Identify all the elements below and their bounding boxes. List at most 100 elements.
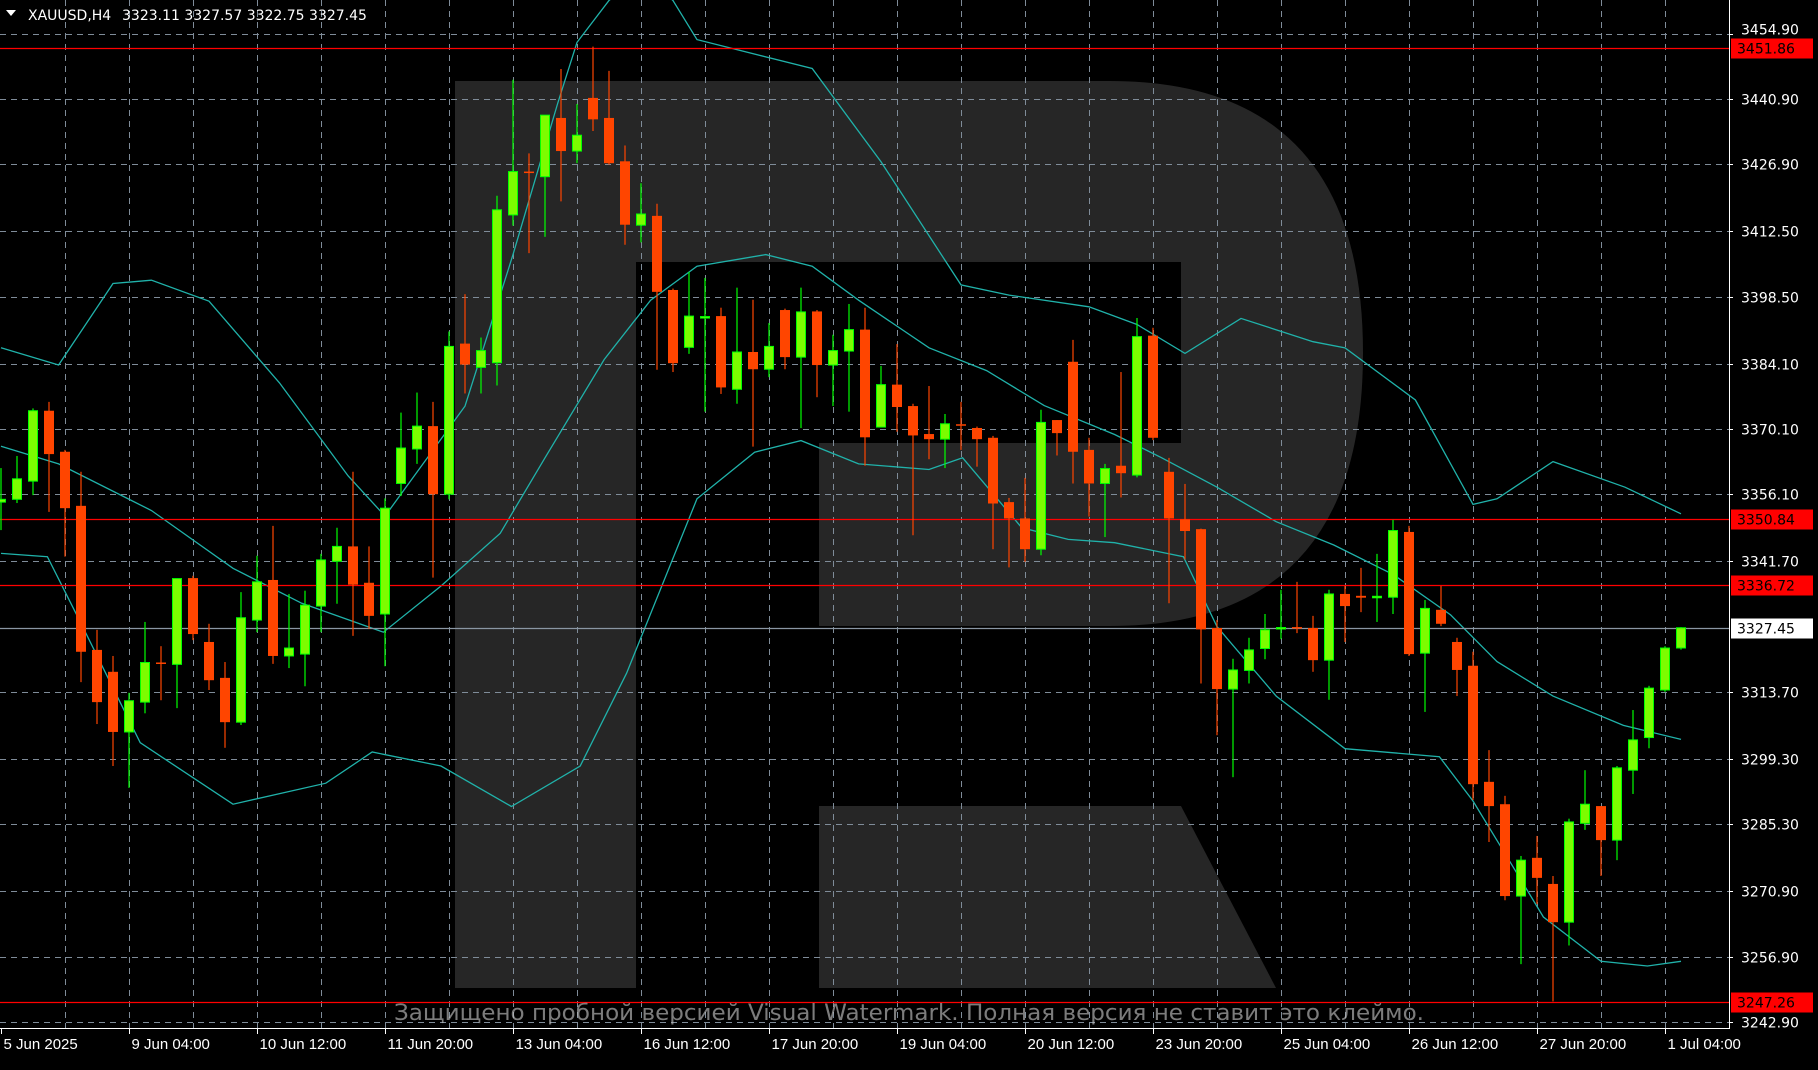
candle-body: [924, 434, 934, 440]
candle-body: [1164, 471, 1174, 519]
candle-body: [236, 617, 246, 723]
candle-body: [1420, 607, 1430, 654]
x-tick-label: 11 Jun 20:00: [388, 1036, 474, 1053]
candle-body: [716, 316, 726, 388]
candle-bullish: [1132, 317, 1142, 478]
y-tick-label: 3299.30: [1741, 753, 1799, 769]
candle-body: [284, 647, 294, 657]
candle-bearish: [668, 288, 678, 373]
candle-bearish: [348, 471, 358, 636]
candle-body: [876, 384, 886, 428]
candle-bearish: [652, 203, 662, 370]
candle-body: [1436, 609, 1446, 624]
candle-body: [1020, 518, 1030, 550]
candle-body: [652, 215, 662, 292]
x-tick-label: 5 Jun 2025: [4, 1036, 78, 1053]
watermark-text: Защищено пробной версией Visual Watermar…: [394, 1001, 1424, 1026]
candle-bearish: [1404, 525, 1414, 656]
time-axis[interactable]: 5 Jun 2025 9 Jun 04:00 10 Jun 12:00 11 Jun …: [1, 1028, 1741, 1053]
candle-bearish: [860, 307, 870, 466]
candle-bullish: [492, 195, 502, 386]
candle-body: [1276, 627, 1286, 630]
x-tick-label: 9 Jun 04:00: [132, 1036, 210, 1053]
candle-body: [76, 505, 86, 652]
candle-bearish: [460, 294, 470, 394]
y-tick-label: 3270.90: [1741, 885, 1799, 901]
symbol-timeframe: XAUUSD,H4: [28, 8, 111, 24]
candle-body: [540, 114, 550, 178]
candle-bearish: [716, 307, 726, 394]
candle-bearish: [92, 629, 102, 725]
y-tick-label: 3285.30: [1741, 818, 1799, 834]
level-label-box: [1731, 509, 1813, 530]
candle-body: [1068, 361, 1078, 452]
candle-body: [268, 579, 278, 656]
candle-bullish: [0, 468, 6, 531]
y-tick-label: 3370.10: [1741, 423, 1799, 439]
candle-bullish: [1420, 600, 1430, 712]
candle-bullish: [1564, 818, 1574, 946]
candle-body: [172, 578, 182, 665]
candle-bearish: [1436, 586, 1446, 627]
candle-bearish: [188, 575, 198, 641]
candle-body: [140, 661, 150, 703]
candle-bearish: [60, 449, 70, 557]
x-tick-label: 26 Jun 12:00: [1412, 1036, 1499, 1053]
candle-bearish: [1148, 327, 1158, 441]
candle-body: [476, 350, 486, 368]
candle-body: [108, 671, 118, 732]
candle-bullish: [1036, 409, 1046, 556]
candle-body: [12, 478, 22, 500]
candle-body: [1244, 649, 1254, 671]
candles: [0, 46, 1686, 1002]
candle-body: [1084, 449, 1094, 484]
candle-bullish: [540, 114, 550, 237]
candle-body: [748, 351, 758, 370]
candle-bearish: [1596, 806, 1606, 877]
candle-bearish: [268, 525, 278, 664]
triangle-down-icon[interactable]: [6, 10, 16, 16]
candle-body: [860, 329, 870, 438]
candle-body: [940, 423, 950, 440]
candle-bearish: [428, 401, 438, 578]
candle-body: [188, 578, 198, 635]
candle-bullish: [444, 331, 454, 500]
candle-bullish: [700, 277, 710, 412]
candle-bearish: [604, 70, 614, 165]
candle-bullish: [1324, 589, 1334, 700]
candle-bullish: [828, 334, 838, 407]
candle-bearish: [972, 426, 982, 467]
candle-body: [300, 604, 310, 655]
candle-body: [620, 161, 630, 225]
price-axis[interactable]: 3454.90 3440.90 3426.90 3412.50 3398.50 3384.…: [1729, 23, 1799, 1032]
candle-body: [220, 677, 230, 723]
candle-bullish: [1276, 589, 1286, 640]
y-tick-label: 3356.10: [1741, 488, 1799, 504]
candle-body: [1132, 336, 1142, 476]
candle-body: [60, 451, 70, 509]
bollinger-band-upper: [0, 0, 1682, 518]
candle-bearish: [1068, 339, 1078, 484]
candle-body: [1596, 806, 1606, 841]
candle-bearish: [204, 623, 214, 690]
candle-body: [396, 447, 406, 484]
level-label-box: [1731, 38, 1813, 59]
candle-bullish: [796, 287, 806, 428]
candle-body: [780, 310, 790, 358]
candle-bearish: [220, 662, 230, 748]
y-tick-label: 3454.90: [1741, 23, 1799, 39]
candle-body: [604, 117, 614, 164]
candle-body: [1404, 531, 1414, 655]
candle-bullish: [332, 527, 342, 604]
candle-body: [1004, 502, 1014, 519]
candle-bearish: [44, 401, 54, 512]
candle-bullish: [124, 692, 134, 788]
candle-bullish: [1628, 710, 1638, 794]
chart-header: XAUUSD,H4 3323.11 3327.57 3322.75 3327.4…: [6, 8, 367, 24]
candle-body: [508, 171, 518, 216]
x-tick-label: 27 Jun 20:00: [1540, 1036, 1627, 1053]
candle-bullish: [1660, 646, 1670, 692]
candle-body: [588, 97, 598, 120]
candle-bullish: [412, 392, 422, 464]
